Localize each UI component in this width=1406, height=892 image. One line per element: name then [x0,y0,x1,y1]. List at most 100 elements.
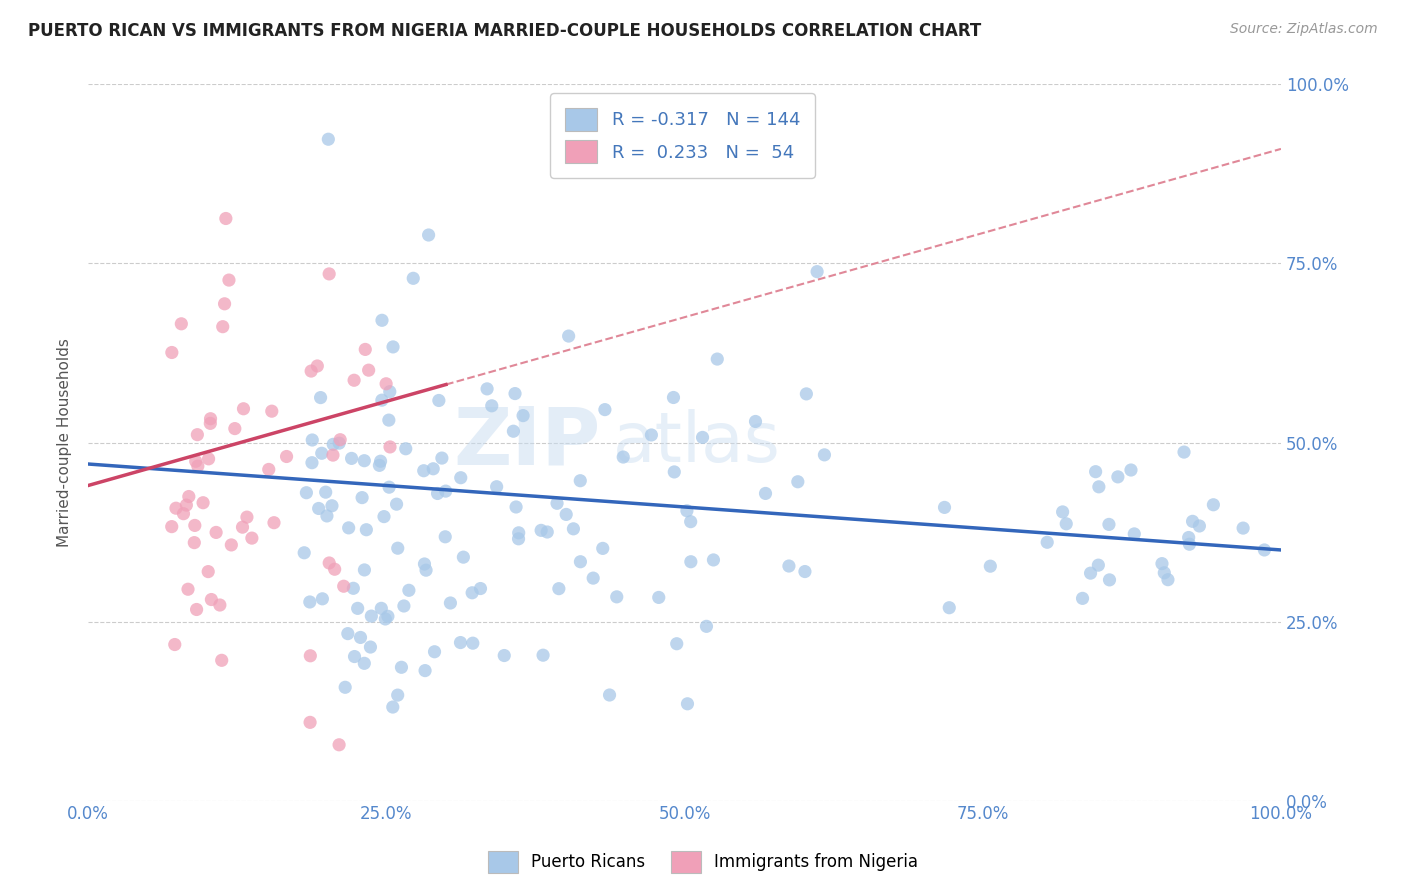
Point [418,227,440,242]
Point [706,352,728,367]
Point [160,345,183,359]
Point [323,562,346,576]
Point [430,451,453,466]
Point [309,391,332,405]
Text: Source: ZipAtlas.com: Source: ZipAtlas.com [1230,22,1378,37]
Point [702,553,724,567]
Point [368,458,391,473]
Point [413,664,436,678]
Point [794,565,817,579]
Point [328,738,350,752]
Point [353,657,375,671]
Point [606,590,628,604]
Point [215,211,238,226]
Point [569,474,592,488]
Point [530,524,553,538]
Point [385,497,408,511]
Text: ZIP: ZIP [454,403,600,482]
Point [531,648,554,663]
Point [423,645,446,659]
Point [349,631,371,645]
Point [221,538,243,552]
Point [695,619,717,633]
Point [426,486,449,500]
Point [371,393,394,408]
Point [301,433,323,447]
Text: PUERTO RICAN VS IMMIGRANTS FROM NIGERIA MARRIED-COUPLE HOUSEHOLDS CORRELATION CH: PUERTO RICAN VS IMMIGRANTS FROM NIGERIA … [28,22,981,40]
Point [555,508,578,522]
Point [200,411,222,425]
Point [205,525,228,540]
Point [475,382,498,396]
Point [599,688,621,702]
Point [1098,573,1121,587]
Point [1084,465,1107,479]
Point [378,413,401,427]
Point [311,591,333,606]
Point [679,555,702,569]
Point [391,660,413,674]
Point [662,391,685,405]
Point [593,402,616,417]
Point [343,373,366,387]
Point [512,409,534,423]
Point [177,490,200,504]
Point [335,681,357,695]
Point [1178,537,1201,551]
Point [453,550,475,565]
Point [353,453,375,467]
Point [191,496,214,510]
Point [392,599,415,613]
Point [485,480,508,494]
Point [298,595,321,609]
Point [211,653,233,667]
Point [318,267,340,281]
Point [439,596,461,610]
Point [160,519,183,533]
Point [184,454,207,468]
Point [301,456,323,470]
Point [508,532,530,546]
Point [778,559,800,574]
Point [236,510,259,524]
Point [263,516,285,530]
Point [186,427,208,442]
Point [546,496,568,510]
Point [1150,557,1173,571]
Point [177,582,200,597]
Point [1107,470,1129,484]
Point [257,462,280,476]
Point [665,637,688,651]
Point [343,649,366,664]
Point [413,557,436,571]
Point [374,612,396,626]
Point [813,448,835,462]
Point [332,579,354,593]
Point [214,297,236,311]
Point [664,465,686,479]
Point [322,448,344,462]
Point [979,559,1001,574]
Point [569,555,592,569]
Point [328,436,350,450]
Point [796,387,818,401]
Point [536,524,558,539]
Point [786,475,808,489]
Point [1054,516,1077,531]
Point [346,601,368,615]
Point [1098,517,1121,532]
Point [934,500,956,515]
Point [1181,514,1204,528]
Point [370,454,392,468]
Point [240,531,263,545]
Point [648,591,671,605]
Point [470,582,492,596]
Point [562,522,585,536]
Point [183,535,205,549]
Point [186,602,208,616]
Legend: Puerto Ricans, Immigrants from Nigeria: Puerto Ricans, Immigrants from Nigeria [481,845,925,880]
Point [337,521,360,535]
Point [1052,505,1074,519]
Point [315,485,337,500]
Point [450,471,472,485]
